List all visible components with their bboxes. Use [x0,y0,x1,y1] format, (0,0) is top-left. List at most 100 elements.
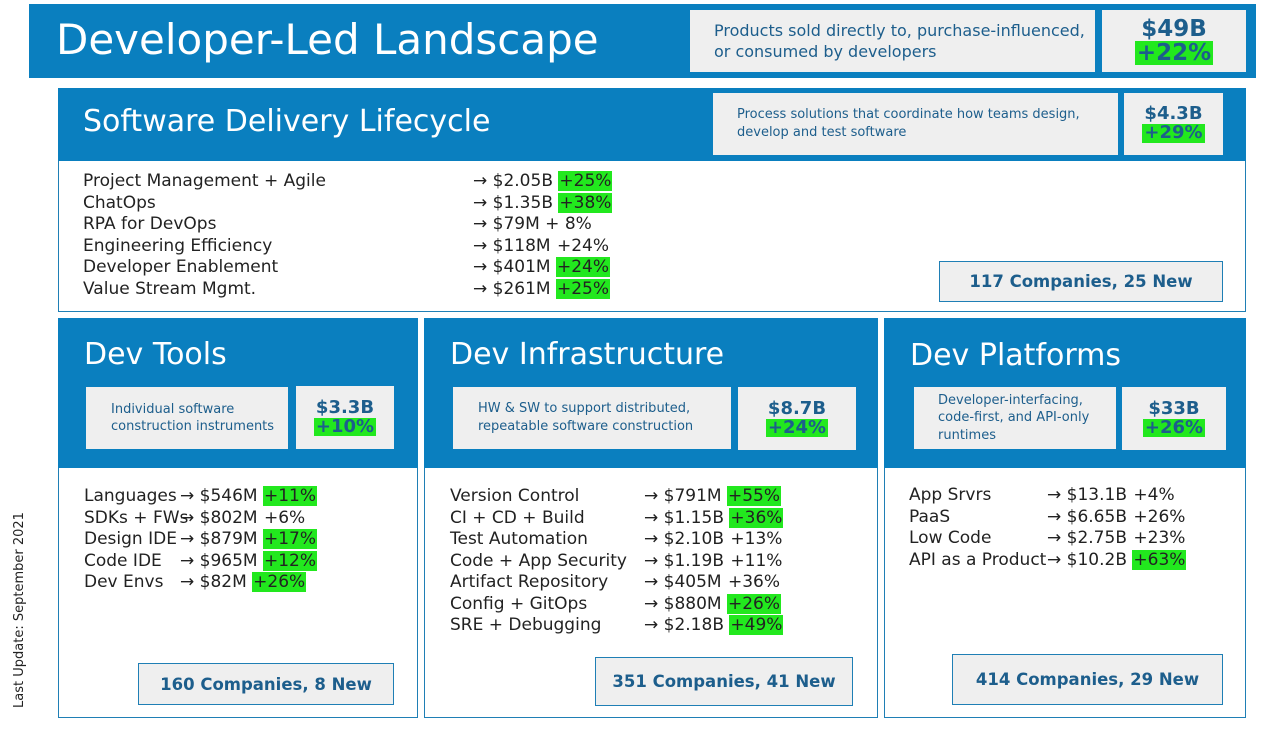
list-item-label: SDKs + FWs [84,507,189,528]
sdl-description-text: Process solutions that coordinate how te… [737,107,1080,140]
list-item: Artifact Repository → $405M +36% [450,572,870,594]
infra-value-box: $8.7B +24% [738,387,856,450]
list-item-amount: → $13.1B [1047,485,1133,505]
infra-description-text: HW & SW to support distributed, repeatab… [478,401,694,434]
list-item: Value Stream Mgmt. → $261M +25% [83,278,643,301]
infra-companies-text: 351 Companies, 41 New [612,672,836,691]
sdl-description: Process solutions that coordinate how te… [713,93,1118,155]
list-item-growth: +25% [558,171,613,191]
infra-description: HW & SW to support distributed, repeatab… [453,387,731,449]
list-item: Test Automation → $2.10B +13% [450,529,870,551]
list-item-label: ChatOps [83,192,156,213]
list-item-growth: +26% [726,593,782,614]
list-item-label: Dev Envs [84,572,164,592]
list-item-label: Low Code [909,528,992,548]
list-item-label: Artifact Repository [450,572,609,592]
list-item-growth: +36% [729,507,784,528]
list-item-label: Code + App Security [450,550,627,571]
list-item-growth: +4% [1133,485,1175,505]
list-item-label: Languages [84,486,177,506]
list-item-value: → $546M +11% [180,486,318,508]
list-item-growth: +12% [262,550,318,571]
list-item-growth: +13% [730,529,783,549]
list-item-amount: → $791M [644,486,727,506]
list-item-amount: → $118M [473,235,556,256]
sdl-value: $4.3B [1144,103,1203,125]
list-item-amount: → $546M [180,486,263,506]
list-item-growth: +6% [263,507,306,528]
list-item-label: Config + GitOps [450,593,588,614]
platforms-value: $33B [1148,397,1200,419]
list-item-amount: → $6.65B [1047,506,1133,527]
list-item: Design IDE → $879M +17% [84,529,414,551]
platforms-description-text: Developer-interfacing, code-first, and A… [938,392,1090,443]
list-item-growth: +24% [556,235,610,256]
list-item-amount: → $1.35B [473,192,559,213]
platforms-companies-count: 414 Companies, 29 New [952,654,1223,705]
list-item-growth: +36% [727,572,781,592]
list-item: Config + GitOps → $880M +26% [450,593,870,616]
sdl-companies-count: 117 Companies, 25 New [939,261,1223,302]
list-item: Dev Envs → $82M +26% [84,572,414,594]
platforms-companies-text: 414 Companies, 29 New [975,670,1200,689]
list-item: Project Management + Agile → $2.05B +25% [83,171,643,193]
list-item-value: → $1.35B +38% [473,192,613,215]
list-item-value: → $118M +24% [473,236,610,258]
list-item-amount: → $2.75B [1047,528,1133,548]
sdl-title: Software Delivery Lifecycle [83,104,491,139]
list-item-amount: → $82M [180,572,253,592]
list-item-label: Engineering Efficiency [83,235,273,256]
list-item-value: → $2.18B +49% [644,615,784,637]
platforms-description: Developer-interfacing, code-first, and A… [914,387,1116,449]
list-item-value: → $1.19B +11% [644,551,783,573]
tools-value-box: $3.3B +10% [296,386,394,449]
list-item-value: → $2.10B +13% [644,529,783,551]
list-item: RPA for DevOps → $79M + 8% [83,214,643,236]
list-item-amount: → $401M [473,257,556,277]
list-item-growth: +24% [555,257,611,277]
list-item: Code + App Security → $1.19B +11% [450,551,870,573]
header-description-text: Products sold directly to, purchase-infl… [714,21,1085,61]
sdl-growth: +29% [1142,122,1205,143]
list-item-label: Version Control [450,486,580,506]
list-item-value: → $879M +17% [180,529,318,551]
list-item-label: RPA for DevOps [83,214,217,234]
list-item: Languages → $546M +11% [84,486,414,508]
list-item-label: Value Stream Mgmt. [83,278,257,299]
list-item: SRE + Debugging → $2.18B +49% [450,615,870,637]
list-item-value: → $2.75B +23% [1047,528,1186,550]
list-item: Low Code → $2.75B +23% [909,528,1239,550]
tools-companies-text: 160 Companies, 8 New [160,674,372,694]
platforms-growth: +26% [1142,416,1206,438]
infra-list: Version Control → $791M +55% CI + CD + Bui… [450,486,870,637]
list-item-value: → $6.65B +26% [1047,507,1186,529]
header-description: Products sold directly to, purchase-infl… [690,10,1095,72]
header-growth: +22% [1134,40,1214,66]
platforms-value-box: $33B +26% [1122,387,1226,450]
list-item-amount: → $10.2B [1047,549,1133,570]
tools-list: Languages → $546M +11% SDKs + FWs → $802M +… [84,486,414,594]
tools-title: Dev Tools [84,337,227,372]
list-item: Version Control → $791M +55% [450,486,870,508]
list-item-growth: +49% [729,615,784,635]
list-item-amount: → $965M [180,550,263,571]
list-item-label: Code IDE [84,550,162,571]
list-item-amount: → $880M [644,593,727,614]
header-value: $49B [1141,15,1207,42]
infra-growth: +24% [765,416,829,438]
list-item-value: → $802M +6% [180,508,306,530]
list-item-amount: → $261M [473,278,556,299]
tools-companies-count: 160 Companies, 8 New [138,663,394,705]
header-value-box: $49B +22% [1102,10,1246,72]
list-item: Engineering Efficiency → $118M +24% [83,236,643,258]
list-item-growth: +11% [262,486,318,506]
page-title: Developer-Led Landscape [56,15,599,64]
list-item-growth: +23% [1133,528,1186,548]
list-item-label: Design IDE [84,529,177,549]
list-item-growth: +25% [555,278,611,299]
list-item-value: → $10.2B +63% [1047,549,1187,572]
list-item-amount: → $1.15B [644,507,730,528]
list-item-growth: +17% [262,529,318,549]
list-item-amount: → $405M [644,572,727,592]
list-item-value: → $405M +36% [644,572,781,594]
